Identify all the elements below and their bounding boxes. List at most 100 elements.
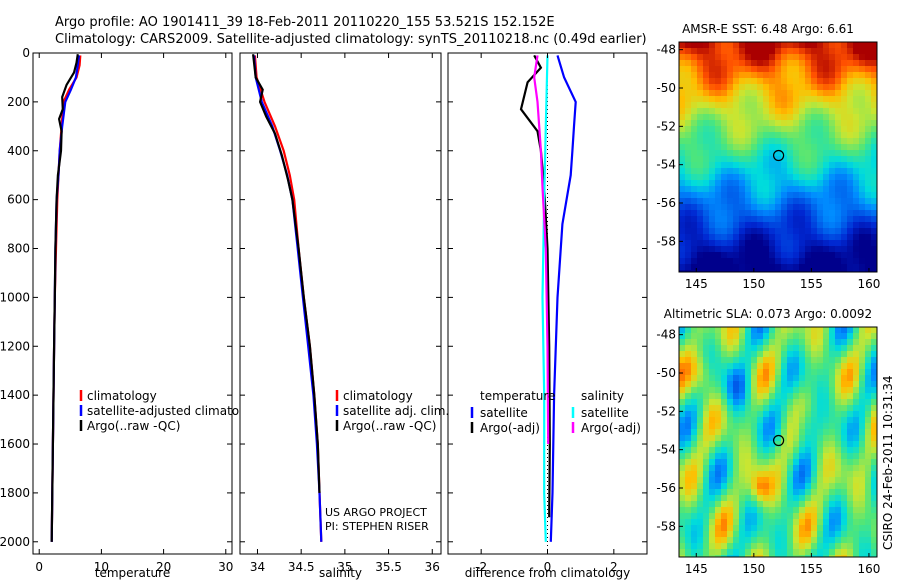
amsre_sst-cell (775, 234, 781, 240)
amsre_sst-cell (739, 42, 745, 48)
amsre_sst-cell (733, 270, 739, 272)
amsre_sst-cell (853, 234, 859, 240)
amsre_sst-cell (709, 240, 715, 246)
amsre_sst-cell (691, 144, 697, 150)
altimetric_sla-cell (721, 363, 727, 369)
altimetric_sla-cell (757, 549, 763, 555)
amsre_sst-cell (829, 162, 835, 168)
altimetric_sla-cell (733, 495, 739, 501)
altimetric_sla-cell (703, 531, 709, 537)
altimetric_sla-cell (691, 369, 697, 375)
amsre_sst-cell (853, 252, 859, 258)
altimetric_sla-cell (715, 423, 721, 429)
amsre_sst-cell (781, 186, 787, 192)
amsre_sst-cell (769, 54, 775, 60)
altimetric_sla-cell (811, 405, 817, 411)
altimetric_sla-cell (685, 411, 691, 417)
altimetric_sla-cell (853, 519, 859, 525)
amsre_sst-cell (721, 204, 727, 210)
altimetric_sla-cell (835, 345, 841, 351)
altimetric_sla-cell (721, 429, 727, 435)
amsre_sst-cell (799, 132, 805, 138)
altimetric_sla-cell (865, 405, 871, 411)
amsre_sst-cell (841, 108, 847, 114)
altimetric_sla-cell (871, 417, 877, 423)
altimetric_sla-cell (853, 411, 859, 417)
altimetric_sla-cell (751, 369, 757, 375)
amsre_sst-cell (781, 174, 787, 180)
amsre_sst-cell (847, 102, 853, 108)
altimetric_sla-cell (727, 555, 733, 557)
altimetric_sla-cell (835, 495, 841, 501)
altimetric_sla-cell (709, 489, 715, 495)
altimetric_sla-cell (817, 363, 823, 369)
altimetric_sla-cell (703, 471, 709, 477)
altimetric_sla-cell (793, 333, 799, 339)
amsre_sst-cell (817, 150, 823, 156)
altimetric_sla-cell (691, 447, 697, 453)
altimetric_sla-cell (721, 327, 727, 333)
amsre_sst-cell (775, 162, 781, 168)
amsre_sst-cell (799, 180, 805, 186)
amsre_sst-cell (865, 120, 871, 126)
amsre_sst-cell (847, 150, 853, 156)
amsre_sst-cell (817, 210, 823, 216)
amsre_sst-cell (679, 42, 685, 48)
amsre_sst-cell (793, 162, 799, 168)
amsre_sst-cell (763, 180, 769, 186)
altimetric_sla-cell (811, 345, 817, 351)
amsre_sst-cell (697, 132, 703, 138)
altimetric_sla-cell (775, 453, 781, 459)
altimetric_sla-cell (745, 525, 751, 531)
altimetric_sla-cell (739, 339, 745, 345)
amsre_sst-cell (865, 114, 871, 120)
amsre_sst-cell (763, 204, 769, 210)
altimetric_sla-cell (793, 495, 799, 501)
altimetric_sla-cell (853, 555, 859, 557)
altimetric_sla-cell (835, 471, 841, 477)
amsre_sst-cell (703, 48, 709, 54)
amsre_sst-cell (775, 60, 781, 66)
altimetric_sla-cell (745, 447, 751, 453)
altimetric_sla-cell (817, 507, 823, 513)
altimetric_sla-cell (709, 411, 715, 417)
amsre_sst-cell (823, 102, 829, 108)
altimetric_sla-cell (793, 501, 799, 507)
amsre_sst-cell (865, 174, 871, 180)
altimetric_sla-cell (679, 477, 685, 483)
amsre_sst-cell (715, 270, 721, 272)
altimetric_sla-cell (715, 381, 721, 387)
altimetric_sla-cell (799, 417, 805, 423)
amsre_sst-cell (679, 216, 685, 222)
altimetric_sla-cell (847, 483, 853, 489)
altimetric_sla-cell (865, 435, 871, 441)
altimetric_sla-cell (811, 537, 817, 543)
altimetric_sla-cell (829, 441, 835, 447)
amsre_sst-cell (679, 222, 685, 228)
amsre_sst-cell (733, 210, 739, 216)
altimetric_sla-cell (793, 441, 799, 447)
altimetric_sla-cell (805, 405, 811, 411)
altimetric_sla-cell (817, 399, 823, 405)
amsre_sst-cell (685, 162, 691, 168)
amsre_sst-cell (853, 216, 859, 222)
altimetric_sla-cell (721, 447, 727, 453)
amsre_sst-cell (781, 42, 787, 48)
amsre_sst-cell (865, 42, 871, 48)
amsre_sst-cell (709, 228, 715, 234)
amsre_sst-cell (769, 150, 775, 156)
altimetric_sla-cell (829, 351, 835, 357)
amsre_sst-cell (769, 210, 775, 216)
amsre_sst-cell (847, 210, 853, 216)
altimetric_sla-cell (793, 339, 799, 345)
amsre_sst-cell (727, 60, 733, 66)
amsre_sst-cell (757, 144, 763, 150)
altimetric_sla-cell (787, 543, 793, 549)
altimetric_sla-cell (853, 489, 859, 495)
altimetric_sla-cell (805, 363, 811, 369)
altimetric_sla-cell (709, 387, 715, 393)
amsre_sst-cell (835, 96, 841, 102)
amsre_sst-cell (763, 240, 769, 246)
altimetric_sla-cell (727, 339, 733, 345)
